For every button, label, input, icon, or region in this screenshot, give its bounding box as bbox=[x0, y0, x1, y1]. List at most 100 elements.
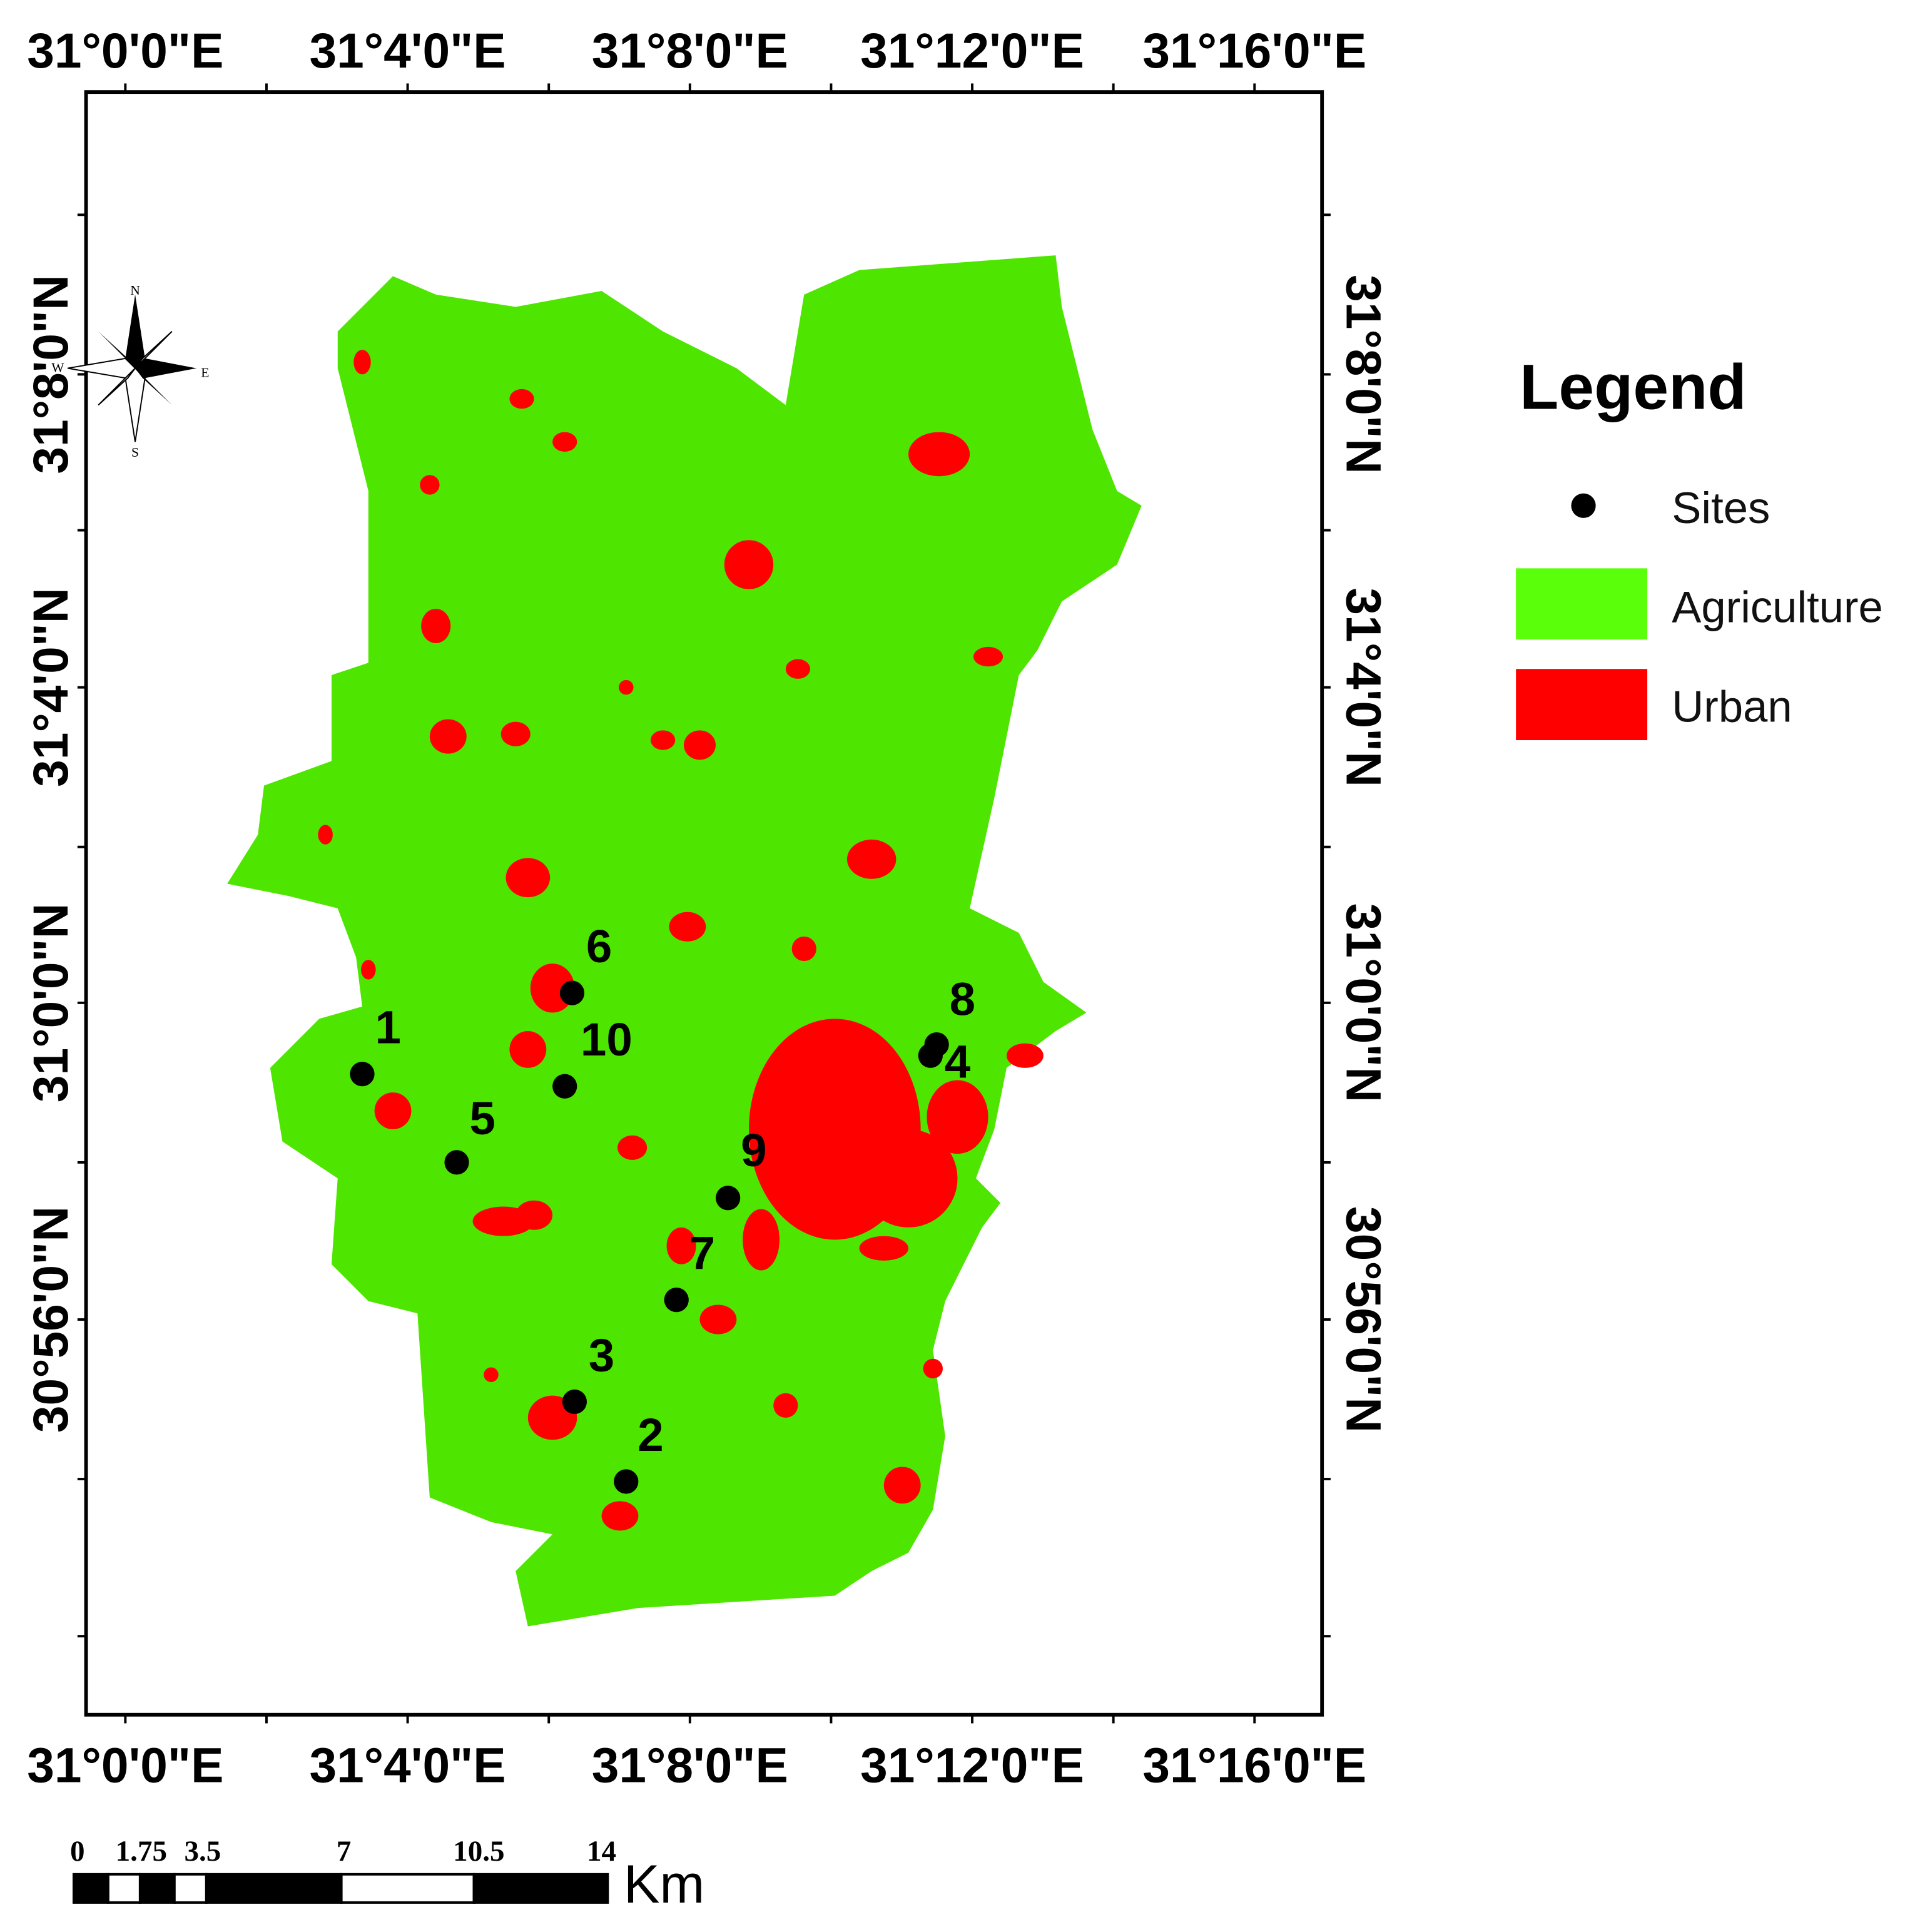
urban-patch bbox=[927, 1080, 988, 1154]
bottom-tick-label: 31°4'0"E bbox=[309, 1738, 505, 1793]
site-point bbox=[614, 1469, 639, 1494]
scale-label: 10.5 bbox=[453, 1835, 504, 1868]
legend-title: Legend bbox=[1520, 351, 1747, 422]
right-tick-label: 31°8'0"N bbox=[1336, 275, 1391, 474]
top-tick-label: 31°8'0"E bbox=[592, 23, 788, 78]
compass-s: S bbox=[131, 445, 139, 460]
scale-label: 0 bbox=[70, 1835, 85, 1868]
site-point bbox=[924, 1032, 949, 1057]
site-label: 7 bbox=[689, 1228, 715, 1279]
urban-patch bbox=[619, 679, 634, 695]
site-label: 9 bbox=[741, 1124, 766, 1176]
scale-segment bbox=[106, 1873, 141, 1904]
bottom-tick-label: 31°0'0"E bbox=[27, 1738, 223, 1793]
scale-label: 7 bbox=[337, 1835, 352, 1868]
urban-patch bbox=[601, 1501, 639, 1531]
urban-patch bbox=[908, 432, 970, 477]
urban-patch bbox=[484, 1367, 499, 1383]
urban-patch bbox=[684, 730, 716, 760]
legend-item: Agriculture bbox=[1672, 582, 1883, 632]
compass-e: E bbox=[201, 365, 209, 380]
scale-label: 14 bbox=[587, 1835, 616, 1868]
urban-patch bbox=[374, 1092, 412, 1129]
site-label: 2 bbox=[637, 1409, 663, 1461]
urban-patch bbox=[743, 1209, 780, 1271]
legend-item: Urban bbox=[1672, 682, 1792, 731]
legend-item: Sites bbox=[1672, 483, 1770, 532]
right-tick-label: 30°56'0"N bbox=[1336, 1206, 1391, 1433]
scale-segment bbox=[138, 1873, 176, 1904]
scale-segment bbox=[173, 1873, 208, 1904]
urban-patch bbox=[353, 350, 371, 375]
scale-unit: Km bbox=[624, 1854, 704, 1914]
urban-patch bbox=[509, 1030, 547, 1068]
urban-patch bbox=[429, 719, 467, 754]
urban-patch bbox=[617, 1135, 648, 1160]
urban-patch bbox=[1006, 1043, 1044, 1068]
site-label: 8 bbox=[950, 973, 975, 1025]
site-point bbox=[350, 1062, 375, 1087]
urban-patch bbox=[666, 1227, 696, 1264]
urban-patch bbox=[516, 1200, 553, 1230]
top-tick-label: 31°12'0"E bbox=[860, 23, 1084, 78]
urban-patch bbox=[651, 730, 676, 750]
urban-patch bbox=[791, 936, 816, 962]
urban-patch bbox=[973, 646, 1003, 667]
site-label: 5 bbox=[470, 1092, 495, 1144]
urban-patch bbox=[773, 1393, 798, 1418]
scale-segment bbox=[340, 1873, 475, 1904]
bottom-tick-label: 31°12'0"E bbox=[860, 1738, 1084, 1793]
legend-urban-swatch bbox=[1516, 669, 1648, 741]
site-label: 10 bbox=[581, 1014, 632, 1065]
urban-patch bbox=[318, 825, 333, 845]
top-tick-label: 31°4'0"E bbox=[309, 23, 505, 78]
top-tick-label: 31°0'0"E bbox=[27, 23, 223, 78]
site-label: 1 bbox=[375, 1002, 400, 1054]
left-tick-label: 31°0'0"N bbox=[23, 903, 78, 1102]
bottom-tick-label: 31°8'0"E bbox=[592, 1738, 788, 1793]
urban-patch bbox=[724, 540, 774, 589]
urban-patch bbox=[505, 858, 551, 898]
urban-patch bbox=[421, 609, 451, 644]
legend-agriculture-swatch bbox=[1516, 568, 1648, 640]
urban-patch bbox=[859, 1236, 909, 1261]
urban-patch bbox=[669, 912, 706, 942]
site-point bbox=[664, 1288, 689, 1313]
urban-patch bbox=[859, 1129, 958, 1228]
urban-areas bbox=[318, 350, 1044, 1531]
urban-patch bbox=[923, 1358, 943, 1379]
urban-patch bbox=[509, 389, 534, 409]
scale-segment bbox=[472, 1873, 609, 1904]
scale-bar: 0 1.75 3.5 7 10.5 14 bbox=[70, 1835, 616, 1904]
compass-n: N bbox=[130, 283, 140, 298]
site-label: 6 bbox=[586, 920, 612, 972]
scale-segment bbox=[205, 1873, 343, 1904]
site-point bbox=[444, 1150, 469, 1175]
scale-label: 3.5 bbox=[185, 1835, 221, 1868]
compass-w: W bbox=[51, 360, 64, 375]
site-point bbox=[552, 1074, 577, 1099]
site-point bbox=[716, 1186, 741, 1211]
site-point bbox=[562, 1389, 587, 1415]
top-tick-label: 31°16'0"E bbox=[1142, 23, 1366, 78]
urban-patch bbox=[785, 659, 811, 679]
urban-patch bbox=[846, 839, 897, 879]
urban-patch bbox=[361, 960, 376, 980]
urban-patch bbox=[500, 721, 531, 746]
scale-label: 1.75 bbox=[116, 1835, 167, 1868]
left-tick-label: 30°56'0"N bbox=[23, 1206, 78, 1433]
urban-patch bbox=[883, 1467, 921, 1504]
urban-patch bbox=[699, 1304, 737, 1335]
legend-site-symbol bbox=[1571, 493, 1596, 518]
right-tick-label: 31°0'0"N bbox=[1336, 903, 1391, 1102]
scale-segment bbox=[72, 1873, 109, 1904]
right-tick-label: 31°4'0"N bbox=[1336, 587, 1391, 786]
bottom-tick-label: 31°16'0"E bbox=[1142, 1738, 1366, 1793]
left-tick-label: 31°8'0"N bbox=[23, 275, 78, 474]
urban-patch bbox=[552, 432, 577, 452]
site-label: 3 bbox=[589, 1329, 614, 1381]
left-tick-label: 31°4'0"N bbox=[23, 587, 78, 786]
urban-patch bbox=[420, 475, 440, 495]
site-point bbox=[559, 980, 585, 1005]
